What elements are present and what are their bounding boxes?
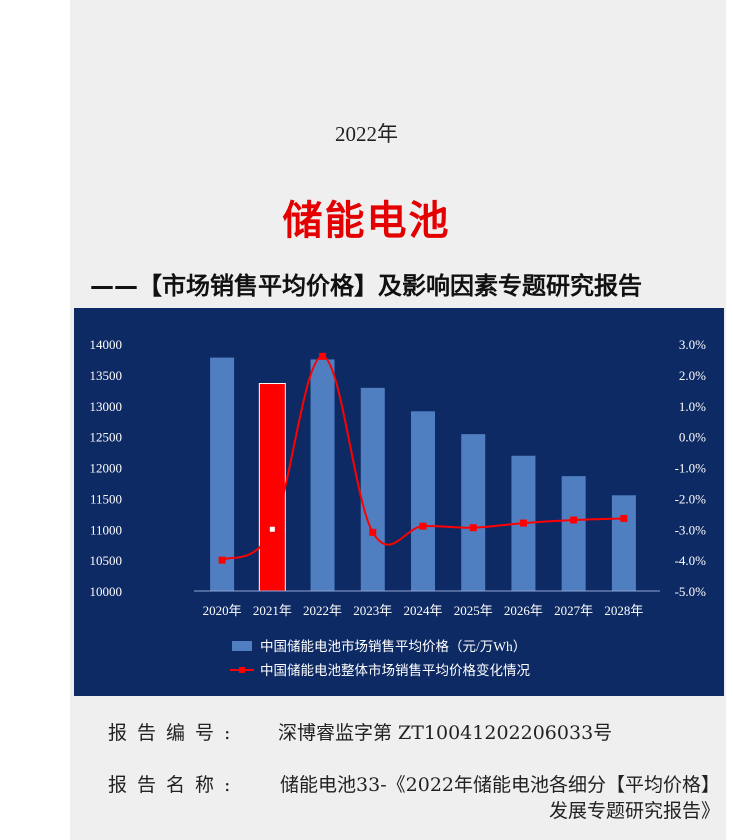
chart-svg: 10000 10500 11000 11500 12000 12500 13000 13500…	[90, 337, 707, 678]
x-tick-label: 2028年	[604, 603, 643, 618]
bar-highlighted	[258, 383, 286, 592]
y-right-tick-label: 3.0%	[679, 337, 706, 352]
x-tick-label: 2021年	[253, 603, 292, 618]
legend-bar-label: 中国储能电池市场销售平均价格（元/万Wh）	[260, 638, 526, 654]
y-right-tick-label: -1.0%	[675, 461, 707, 476]
x-tick-label: 2024年	[403, 603, 442, 618]
report-subtitle: ——【市场销售平均价格】及影响因素专题研究报告	[90, 272, 642, 300]
report-name-value: 储能电池33-《2022年储能电池各细分【平均价格】发展专题研究报告》	[280, 774, 720, 822]
x-tick-label: 2022年	[303, 603, 342, 618]
x-tick-label: 2027年	[554, 603, 593, 618]
legend-bar-swatch	[232, 641, 252, 651]
x-tick-label: 2025年	[454, 603, 493, 618]
y-right-tick-label: -4.0%	[675, 553, 707, 568]
y-right-tick-label: -5.0%	[675, 584, 707, 599]
y-right-tick-label: -2.0%	[675, 491, 707, 506]
y-left-tick-label: 11500	[90, 491, 122, 506]
report-number-label: 报告编号:	[108, 722, 241, 744]
y-left-tick-label: 10000	[90, 584, 123, 599]
y-right-tick-label: 1.0%	[679, 399, 706, 414]
price-chart: 10000 10500 11000 11500 12000 12500 13000 13500…	[74, 308, 724, 696]
report-number-value: 深博睿监字第 ZT10041202206033号	[278, 722, 613, 744]
x-tick-label: 2023年	[353, 603, 392, 618]
line-marker	[319, 352, 327, 360]
line-marker	[268, 525, 276, 533]
line-marker	[570, 516, 578, 524]
report-number-row: 报告编号:	[108, 718, 240, 745]
bar	[411, 411, 435, 591]
bar	[561, 476, 586, 591]
y-right-tick-label: 0.0%	[679, 430, 706, 445]
bar	[310, 359, 335, 591]
line-series-path	[221, 355, 624, 562]
line-marker	[620, 514, 628, 522]
y-left-tick-label: 14000	[90, 337, 123, 352]
y-left-tick-label: 10500	[90, 553, 123, 568]
y-left-tick-label: 12000	[90, 461, 123, 476]
report-name-label: 报告名称:	[108, 774, 241, 796]
y-right-tick-label: 2.0%	[679, 368, 706, 383]
legend-line-label: 中国储能电池整体市场销售平均价格变化情况	[260, 662, 530, 678]
y-left-tick-label: 11000	[90, 522, 122, 537]
line-marker	[519, 519, 527, 527]
legend-line-marker	[239, 667, 245, 673]
report-name-row: 报告名称:	[108, 770, 240, 797]
report-title: 储能电池	[282, 198, 451, 244]
line-marker	[469, 524, 477, 532]
y-left-tick-label: 12500	[90, 430, 123, 445]
y-left-tick-label: 13500	[90, 368, 123, 383]
bar	[611, 495, 636, 591]
line-marker	[218, 556, 226, 564]
bar	[360, 387, 385, 591]
x-tick-label: 2026年	[504, 603, 543, 618]
x-tick-label: 2020年	[203, 603, 242, 618]
line-marker	[419, 522, 427, 530]
bar	[210, 357, 235, 591]
line-marker	[369, 528, 377, 536]
bar	[461, 434, 486, 591]
y-left-tick-label: 13000	[90, 399, 123, 414]
report-year: 2022年	[335, 122, 398, 146]
y-right-tick-label: -3.0%	[675, 522, 707, 537]
